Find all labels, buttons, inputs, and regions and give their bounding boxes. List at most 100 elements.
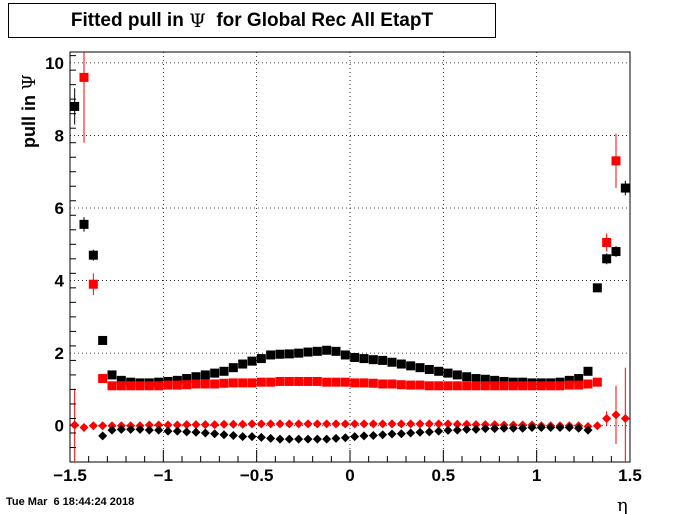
data-point-diamond: [238, 419, 248, 429]
data-point-diamond: [266, 433, 276, 443]
data-point-square: [443, 368, 453, 378]
data-point-diamond: [396, 419, 406, 429]
data-point-square: [79, 219, 89, 229]
data-point-diamond: [490, 424, 500, 434]
data-point-square: [592, 283, 602, 293]
data-point-square: [574, 380, 584, 390]
data-point-square: [406, 380, 416, 390]
data-point-diamond: [471, 424, 481, 434]
data-point-square: [602, 237, 612, 247]
data-point-square: [340, 350, 350, 360]
data-point-square: [191, 379, 201, 389]
data-point-square: [312, 376, 322, 386]
data-point-diamond: [191, 427, 201, 437]
data-point-square: [154, 381, 164, 391]
data-point-square: [116, 381, 126, 391]
data-point-square: [359, 378, 369, 388]
data-point-square: [462, 372, 472, 382]
data-point-square: [210, 368, 220, 378]
data-point-diamond: [443, 419, 453, 429]
data-point-square: [359, 354, 369, 364]
data-point-square: [331, 377, 341, 387]
data-point-square: [191, 372, 201, 382]
axis-labels: pull in Ψ η: [19, 74, 628, 514]
data-markers: [70, 52, 630, 462]
data-point-diamond: [415, 427, 425, 437]
x-tick-label: 1.5: [618, 466, 642, 485]
data-point-square: [340, 377, 350, 387]
data-point-square: [490, 375, 500, 385]
data-point-square: [396, 359, 406, 369]
x-axis-title: η: [617, 495, 628, 514]
data-point-diamond: [266, 419, 276, 429]
data-point-diamond: [191, 420, 201, 430]
data-point-square: [322, 377, 332, 387]
data-point-square: [611, 247, 621, 257]
data-point-diamond: [527, 423, 537, 433]
x-tick-label: −1.5: [53, 466, 87, 485]
data-point-square: [415, 380, 425, 390]
data-point-diamond: [350, 432, 360, 442]
data-point-diamond: [368, 419, 378, 429]
data-point-square: [331, 346, 341, 356]
data-point-diamond: [228, 431, 238, 441]
data-point-diamond: [406, 419, 416, 429]
data-point-diamond: [546, 423, 556, 433]
data-point-diamond: [303, 419, 313, 429]
x-tick-label: 0: [345, 466, 354, 485]
data-point-diamond: [70, 420, 80, 430]
data-point-square: [284, 376, 294, 386]
data-point-square: [172, 375, 182, 385]
data-point-square: [200, 379, 210, 389]
data-point-diamond: [275, 434, 285, 444]
data-point-square: [256, 377, 266, 387]
data-point-square: [368, 355, 378, 365]
data-point-diamond: [564, 423, 574, 433]
data-point-diamond: [144, 425, 154, 435]
data-point-square: [116, 375, 126, 385]
title-symbol: Ψ: [189, 9, 206, 32]
data-point-square: [452, 381, 462, 391]
data-point-diamond: [275, 419, 285, 429]
data-point-diamond: [592, 421, 602, 431]
data-point-diamond: [396, 429, 406, 439]
data-point-square: [238, 359, 248, 369]
data-point-diamond: [452, 419, 462, 429]
data-point-diamond: [182, 420, 192, 430]
data-point-square: [144, 381, 154, 391]
data-point-diamond: [154, 420, 164, 430]
data-point-square: [219, 378, 229, 388]
data-point-diamond: [387, 429, 397, 439]
data-point-diamond: [219, 430, 229, 440]
title-prefix: Fitted pull in: [70, 9, 190, 31]
data-point-diamond: [602, 413, 612, 423]
x-tick-label: 1: [532, 466, 541, 485]
data-point-square: [247, 356, 257, 366]
y-tick-label: 10: [45, 54, 64, 73]
data-point-diamond: [434, 419, 444, 429]
data-point-square: [546, 381, 556, 391]
data-point-diamond: [144, 420, 154, 430]
axes: −1.5 −1 −0.5 0 0.5 1 1.5 0 2 4 6 8 10: [45, 54, 642, 485]
data-point-diamond: [312, 419, 322, 429]
y-tick-label: 8: [55, 126, 64, 145]
data-point-diamond: [340, 419, 350, 429]
data-point-square: [555, 381, 565, 391]
data-point-diamond: [135, 424, 145, 434]
data-point-square: [350, 353, 360, 363]
data-point-diamond: [331, 433, 341, 443]
data-point-diamond: [424, 419, 434, 429]
data-point-square: [247, 378, 257, 388]
data-point-diamond: [200, 428, 210, 438]
data-point-diamond: [294, 434, 304, 444]
data-point-square: [275, 376, 285, 386]
data-point-square: [424, 364, 434, 374]
data-point-square: [443, 381, 453, 391]
data-point-square: [294, 376, 304, 386]
data-point-square: [415, 363, 425, 373]
timestamp: Tue Mar 6 18:44:24 2018: [6, 496, 135, 508]
data-point-diamond: [555, 423, 565, 433]
data-point-square: [135, 381, 145, 391]
data-point-square: [88, 279, 98, 289]
data-point-diamond: [518, 423, 528, 433]
